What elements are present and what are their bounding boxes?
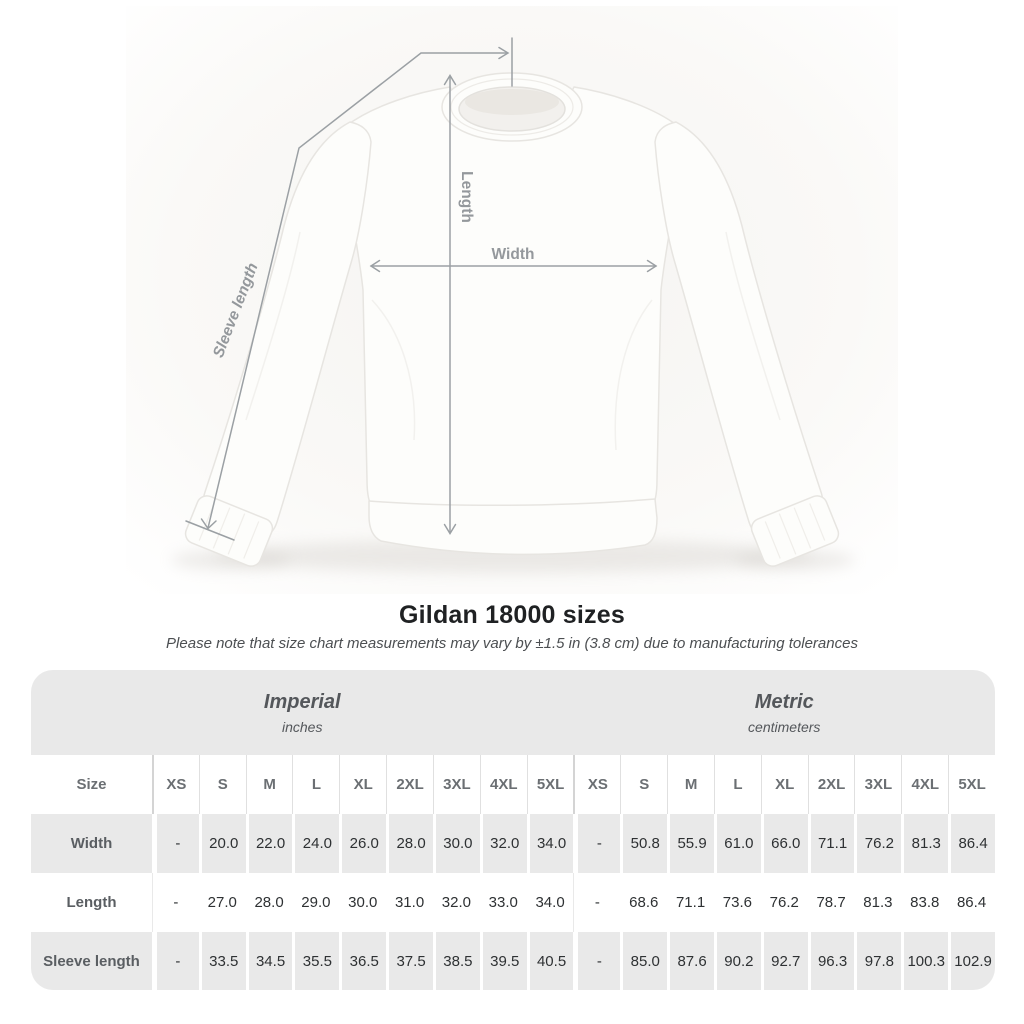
size-col-header: 5XL [948,755,995,814]
table-cell: 30.0 [339,873,387,932]
table-cell: 61.0 [713,814,761,873]
table-cell: - [152,814,199,873]
table-cell: 90.2 [713,932,761,990]
table-cell: 81.3 [854,873,902,932]
table-cell: 32.0 [479,814,527,873]
length-measure-arrow [443,74,457,535]
size-col-header: 3XL [432,755,480,814]
table-cell: - [152,932,199,990]
page-subtitle: Please note that size chart measurements… [166,635,858,652]
size-col-header: 2XL [386,755,433,814]
imperial-band-title: Imperial [263,690,341,713]
table-cell: 37.5 [386,932,433,990]
size-col-header: 5XL [526,755,574,814]
table-cell: 92.7 [760,932,808,990]
table-cell: 34.0 [526,873,574,932]
metric-band-unit: centimeters [748,718,821,735]
table-cell: 85.0 [620,932,668,990]
table-cell: 86.4 [948,814,995,873]
table-cell: 28.0 [386,814,433,873]
sleeve-measure-arrow [185,46,510,541]
table-cell: 73.6 [713,873,761,932]
table-cell: 26.0 [339,814,387,873]
table-cell: 100.3 [901,932,949,990]
table-cell: 40.5 [526,932,574,990]
table-cell: 34.0 [526,814,574,873]
table-cell: 66.0 [760,814,808,873]
table-cell: 22.0 [245,814,293,873]
page-title: Gildan 18000 sizes [399,601,625,629]
metric-band: Metric centimeters [573,670,995,755]
measurement-overlay [185,37,658,541]
table-cell: 81.3 [901,814,949,873]
metric-band-title: Metric [754,690,814,713]
table-cell: 87.6 [667,932,714,990]
table-cell: 20.0 [198,814,246,873]
size-col-header: 3XL [854,755,902,814]
table-cell: 71.1 [807,814,855,873]
table-cell: 30.0 [432,814,480,873]
size-corner-cell: Size [31,755,152,814]
table-cell: 36.5 [339,932,387,990]
table-cell: 50.8 [620,814,668,873]
table-cell: 55.9 [667,814,714,873]
length-label: Length [458,171,475,223]
size-col-header: 2XL [807,755,855,814]
size-col-header: 4XL [479,755,527,814]
table-cell: 76.2 [760,873,808,932]
table-cell: - [573,932,621,990]
size-table: Imperial inches Metric centimeters Size … [31,670,995,990]
size-col-header: S [198,755,246,814]
size-col-header: S [620,755,668,814]
table-cell: 86.4 [948,873,995,932]
size-col-header: M [667,755,714,814]
product-photo: Width Length Sleeve length [126,6,898,594]
size-col-header: L [713,755,761,814]
table-cell: 68.6 [620,873,668,932]
width-label: Width [492,246,535,263]
table-cell: 28.0 [245,873,293,932]
table-cell: 35.5 [292,932,340,990]
table-cell: 29.0 [292,873,340,932]
table-cell: 38.5 [432,932,480,990]
table-cell: 39.5 [479,932,527,990]
table-cell: - [573,873,621,932]
table-cell: 33.0 [479,873,527,932]
size-col-header: XS [152,755,199,814]
table-cell: 96.3 [807,932,855,990]
table-cell: 32.0 [432,873,480,932]
table-cell: - [152,873,199,932]
size-col-header: L [292,755,340,814]
table-cell: - [573,814,621,873]
table-cell: 33.5 [198,932,246,990]
size-col-header: 4XL [901,755,949,814]
table-cell: 102.9 [948,932,995,990]
row-label-sleeve-length: Sleeve length [31,932,152,990]
table-cell: 71.1 [667,873,714,932]
size-col-header: XL [760,755,808,814]
imperial-band: Imperial inches [31,670,574,755]
table-cell: 27.0 [198,873,246,932]
size-col-header: XS [573,755,621,814]
row-label-width: Width [31,814,152,873]
table-cell: 31.0 [386,873,433,932]
table-cell: 76.2 [854,814,902,873]
table-cell: 78.7 [807,873,855,932]
table-cell: 97.8 [854,932,902,990]
size-col-header: M [245,755,293,814]
table-cell: 24.0 [292,814,340,873]
table-cell: 83.8 [901,873,949,932]
imperial-band-unit: inches [282,718,323,735]
row-label-length: Length [31,873,152,932]
sweatshirt [184,72,840,567]
width-measure-arrow [369,259,658,273]
table-cell: 34.5 [245,932,293,990]
size-col-header: XL [339,755,387,814]
